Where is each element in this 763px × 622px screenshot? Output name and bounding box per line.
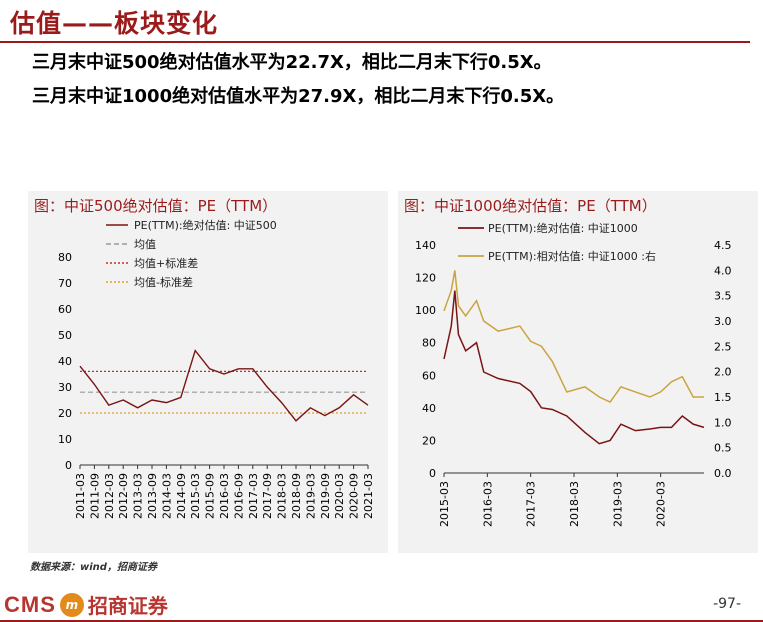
x-tick-label: 2015-03 xyxy=(438,481,451,527)
x-tick-label: 2015-03 xyxy=(189,473,202,519)
y-tick-label: 0 xyxy=(65,459,72,472)
y-tick-label: 40 xyxy=(58,355,72,368)
series-line xyxy=(79,349,369,422)
x-tick-label: 2011-09 xyxy=(88,473,101,519)
y-right-tick-label: 0.5 xyxy=(714,442,732,455)
x-tick-label: 2021-03 xyxy=(362,473,375,519)
legend-label: PE(TTM):绝对估值: 中证500 xyxy=(134,218,277,232)
x-tick-label: 2019-03 xyxy=(611,481,624,527)
x-tick-label: 2019-03 xyxy=(304,473,317,519)
x-tick-label: 2017-03 xyxy=(525,481,538,527)
logo-text: CMS xyxy=(4,591,56,617)
summary-line-2: 三月末中证1000绝对估值水平为27.9X，相比二月末下行0.5X。 xyxy=(32,86,565,107)
x-tick-label: 2016-03 xyxy=(481,481,494,527)
y-right-tick-label: 2.5 xyxy=(714,340,732,353)
chart-panel-csi1000: 图：中证1000绝对估值：PE（TTM） 0 20 40 60 80 100 120 140 0… xyxy=(398,191,758,553)
y-right-tick-label: 0.0 xyxy=(714,467,732,480)
legend-label: PE(TTM):绝对估值: 中证1000 xyxy=(488,221,638,235)
legend-label: PE(TTM):相对估值: 中证1000 :右 xyxy=(488,249,656,263)
x-tick-label: 2017-09 xyxy=(261,473,274,519)
x-tick-label: 2017-03 xyxy=(247,473,260,519)
x-tick-label: 2020-03 xyxy=(333,473,346,519)
x-tick-label: 2015-09 xyxy=(204,473,217,519)
chart-title-csi500: 图：中证500绝对估值：PE（TTM） xyxy=(34,197,278,215)
x-tick-label: 2012-09 xyxy=(117,473,130,519)
y-tick-label: 120 xyxy=(415,272,436,285)
x-tick-label: 2014-03 xyxy=(160,473,173,519)
y-right-tick-label: 2.0 xyxy=(714,366,732,379)
y-right-tick-label: 1.5 xyxy=(714,391,732,404)
page-title: 估值——板块变化 xyxy=(10,9,219,38)
y-right-tick-label: 4.5 xyxy=(714,239,732,252)
x-tick-label: 2020-03 xyxy=(655,481,668,527)
data-source: 数据来源：wind，招商证券 xyxy=(30,562,157,573)
x-tick-label: 2016-09 xyxy=(232,473,245,519)
x-tick-label: 2014-09 xyxy=(175,473,188,519)
page-number: -97- xyxy=(713,596,741,612)
summary-line-1: 三月末中证500绝对估值水平为22.7X，相比二月末下行0.5X。 xyxy=(32,52,552,73)
y-right-tick-label: 4.0 xyxy=(714,264,732,277)
y-tick-label: 10 xyxy=(58,433,72,446)
legend-label: 均值 xyxy=(134,238,156,251)
x-tick-label: 2011-03 xyxy=(74,473,87,519)
y-right-tick-label: 3.5 xyxy=(714,290,732,303)
x-tick-label: 2018-03 xyxy=(276,473,289,519)
y-tick-label: 80 xyxy=(422,337,436,350)
x-tick-label: 2018-03 xyxy=(568,481,581,527)
chart-title-csi1000: 图：中证1000绝对估值：PE（TTM） xyxy=(404,197,657,215)
logo: CMS m 招商证券 xyxy=(4,590,168,619)
x-tick-label: 2013-03 xyxy=(132,473,145,519)
y-tick-label: 60 xyxy=(422,369,436,382)
y-tick-label: 60 xyxy=(58,303,72,316)
logo-mark-icon: m xyxy=(59,592,84,617)
logo-company-name: 招商证券 xyxy=(87,594,168,618)
x-tick-label: 2016-03 xyxy=(218,473,231,519)
x-tick-label: 2013-09 xyxy=(146,473,159,519)
x-tick-label: 2020-09 xyxy=(348,473,361,519)
y-tick-label: 40 xyxy=(422,402,436,415)
x-tick-label: 2019-09 xyxy=(319,473,332,519)
y-right-tick-label: 3.0 xyxy=(714,315,732,328)
chart-panel-csi500: 图：中证500绝对估值：PE（TTM） 0 10 20 30 40 50 60 70 80 201… xyxy=(28,191,388,553)
x-tick-label: 2018-09 xyxy=(290,473,303,519)
y-tick-label: 140 xyxy=(415,239,436,252)
y-tick-label: 30 xyxy=(58,381,72,394)
x-tick-label: 2012-03 xyxy=(103,473,116,519)
y-tick-label: 70 xyxy=(58,277,72,290)
y-tick-label: 100 xyxy=(415,304,436,317)
series-line xyxy=(443,270,704,404)
y-tick-label: 20 xyxy=(422,434,436,447)
y-tick-label: 20 xyxy=(58,407,72,420)
y-tick-label: 50 xyxy=(58,329,72,342)
series-line xyxy=(443,290,705,445)
y-tick-label: 80 xyxy=(58,251,72,264)
legend-label: 均值+标准差 xyxy=(134,256,198,270)
y-tick-label: 0 xyxy=(429,467,436,480)
y-right-tick-label: 1.0 xyxy=(714,416,732,429)
chart-csi1000: 0 20 40 60 80 100 120 140 0.0 0.5 1.0 1.5 2.0 2.5 3.0 3… xyxy=(415,221,732,527)
footer-divider xyxy=(0,620,763,622)
legend-label: 均值-标准差 xyxy=(134,275,193,289)
title-divider xyxy=(0,41,750,43)
